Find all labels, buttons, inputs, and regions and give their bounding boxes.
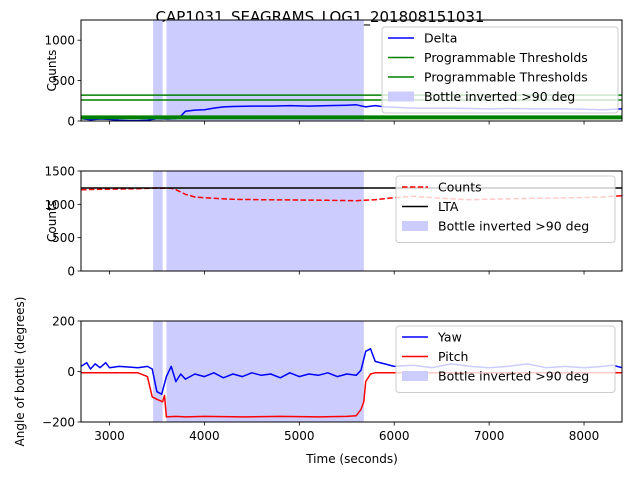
legend-label: Bottle inverted >90 deg [438,219,589,234]
legend-label: Programmable Thresholds [424,50,588,65]
legend: Yaw Pitch Bottle inverted >90 deg [395,325,616,393]
legend-label: Bottle inverted >90 deg [424,89,575,104]
y-tick-label: 0 [67,365,75,379]
legend: Counts LTA Bottle inverted >90 deg [395,175,616,243]
y-tick-label: 500 [52,231,75,245]
y-axis-label: Counts [45,200,59,242]
y-axis-label: Angle of bottle (degrees) [13,297,27,447]
y-tick-label: 1000 [44,198,75,212]
legend-label: Delta [424,31,457,46]
axes-frame [80,19,623,122]
x-tick-label: 4000 [189,429,220,443]
legend-swatch [388,91,414,102]
shaded-span-0 [153,20,163,121]
legend-label: Bottle inverted >90 deg [438,369,589,384]
axes-frame [80,170,623,272]
x-tick-label: 5000 [284,429,315,443]
y-tick-label: 0 [67,115,75,129]
y-tick-label: 200 [52,315,75,329]
shaded-span-0 [153,321,163,422]
x-tick-label: 3000 [94,429,125,443]
legend-label: LTA [438,199,459,214]
y-tick-label: −200 [42,416,75,430]
legend-label: Programmable Thresholds [424,70,588,85]
panel-angle: 3000 4000 5000 6000 7000 8000 −200 0 200 Angle of… [13,297,623,447]
legend-label: Yaw [437,330,462,345]
legend-swatch [402,221,428,231]
legend-swatch [402,371,428,381]
y-axis-label: Counts [45,50,59,92]
panel-counts: 0 500 1000 1500 Counts Counts LTA Bottle invert… [44,165,623,279]
legend-label: Pitch [438,349,468,364]
shaded-span-1 [166,20,364,121]
legend-box [395,325,616,393]
x-axis-label: Time (seconds) [305,452,398,466]
legend-label: Counts [438,180,482,195]
legend-box [395,175,616,243]
shaded-span-1 [166,171,364,271]
legend: Delta Programmable Thresholds Programmable… [381,26,619,114]
panel-delta: 0 500 1000 Counts Delta Programmable Threshol… [44,19,623,129]
shaded-span-1 [166,321,364,422]
shaded-span-0 [153,171,163,271]
x-tick-label: 7000 [474,429,505,443]
x-tick-label: 8000 [569,429,600,443]
y-tick-label: 1500 [44,165,75,179]
y-tick-label: 500 [52,74,75,88]
y-tick-label: 1000 [44,34,75,48]
y-tick-label: 0 [67,265,75,279]
x-tick-label: 6000 [379,429,410,443]
legend-box [381,26,619,114]
